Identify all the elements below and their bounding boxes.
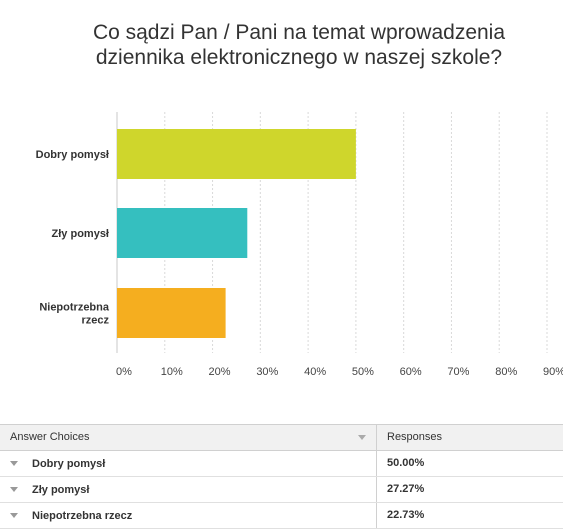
bar	[117, 129, 356, 179]
x-tick-label: 70%	[447, 366, 469, 378]
answer-choices-header-label: Answer Choices	[10, 431, 90, 443]
x-tick-label: 80%	[495, 366, 517, 378]
table-cell-choice: Dobry pomysł	[0, 451, 377, 476]
choice-label: Niepotrzebna rzecz	[32, 509, 133, 522]
chart-title-line-1: Co sądzi Pan / Pani na temat wprowadzeni…	[92, 21, 506, 44]
table-cell-response: 27.27%	[387, 483, 425, 495]
responses-table: Answer Choices Responses Dobry pomysł 50…	[0, 424, 563, 529]
table-row: Dobry pomysł 50.00%	[0, 451, 563, 477]
bar	[117, 208, 248, 258]
category-label: rzecz	[81, 315, 109, 327]
x-tick-label: 30%	[256, 366, 278, 378]
table-cell-response: 22.73%	[387, 509, 425, 521]
category-label: Zły pomysł	[52, 228, 109, 240]
table-cell-response: 50.00%	[387, 457, 425, 469]
category-label: Niepotrzebna	[39, 302, 110, 314]
bar-chart: 0% 10% 20% 30% 40% 50% 60% 70% 80% 90% Dobry pomys…	[36, 112, 563, 378]
x-tick-label: 10%	[161, 366, 183, 378]
category-label: Dobry pomysł	[36, 149, 109, 161]
sort-arrow-icon[interactable]	[358, 435, 366, 440]
choice-label: Zły pomysł	[32, 483, 90, 496]
bar	[117, 288, 226, 338]
table-row: Zły pomysł 27.27%	[0, 477, 563, 503]
chart-title: Co sądzi Pan / Pani na temat wprowadzeni…	[0, 20, 563, 70]
expand-caret-icon[interactable]	[10, 487, 18, 492]
x-tick-label: 40%	[304, 366, 326, 378]
responses-header: Responses	[387, 431, 443, 443]
x-tick-label: 0%	[116, 366, 132, 378]
x-tick-label: 50%	[352, 366, 374, 378]
choice-label: Dobry pomysł	[32, 457, 106, 470]
chart-title-line-2: dziennika elektronicznego w naszej szkol…	[95, 46, 503, 69]
x-tick-label: 90%	[543, 366, 563, 378]
expand-caret-icon[interactable]	[10, 461, 18, 466]
answer-choices-header[interactable]: Answer Choices	[0, 425, 377, 450]
table-row: Niepotrzebna rzecz 22.73%	[0, 503, 563, 529]
table-header: Answer Choices Responses	[0, 425, 563, 451]
x-tick-label: 60%	[400, 366, 422, 378]
expand-caret-icon[interactable]	[10, 513, 18, 518]
table-cell-choice: Zły pomysł	[0, 477, 377, 502]
x-tick-label: 20%	[209, 366, 231, 378]
table-cell-choice: Niepotrzebna rzecz	[0, 503, 377, 528]
